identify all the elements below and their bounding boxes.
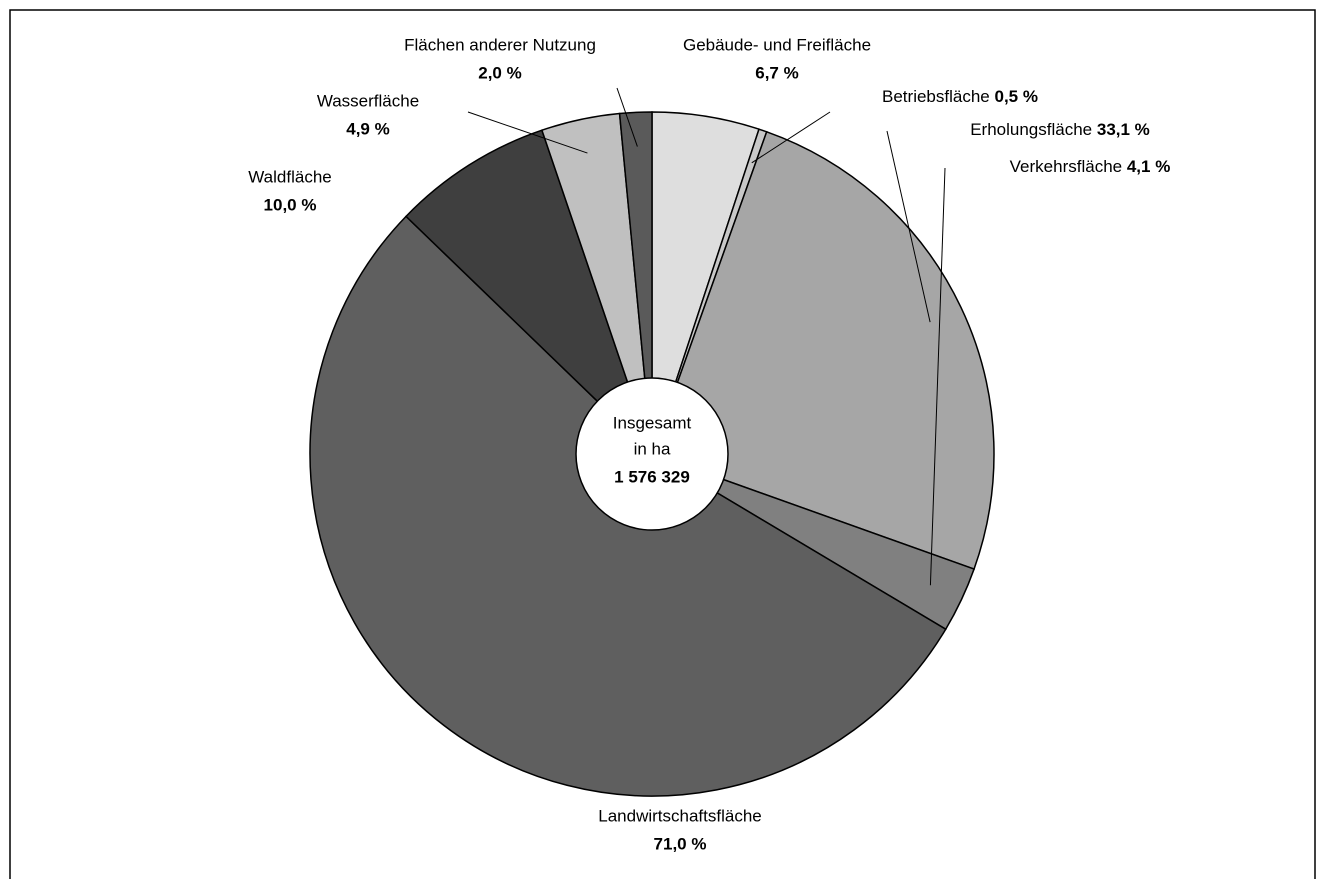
slice-label: Landwirtschaftsfläche [598, 806, 761, 825]
value-label: 33,1 % [1097, 120, 1150, 139]
leader-line [616, 87, 638, 147]
value-label: 0,5 % [994, 87, 1037, 106]
slice-label: Verkehrsfläche [1010, 157, 1122, 176]
center-text: Insgesamt [613, 413, 692, 432]
slice-label-group: Erholungsfläche 33,1 % [970, 120, 1150, 139]
slice-label-group: Betriebsfläche 0,5 % [882, 87, 1038, 106]
pie-slice [404, 129, 653, 455]
slice-label-group: Verkehrsfläche 4,1 % [1010, 157, 1171, 176]
value-label: 71,0 % [654, 834, 707, 853]
value-label: 10,0 % [264, 195, 317, 214]
slice-label: Betriebsfläche [882, 87, 990, 106]
slice-label: Erholungsfläche [970, 120, 1092, 139]
total-label: 1 576 329 [614, 467, 690, 486]
center-text: in ha [634, 439, 671, 458]
leader-line [886, 130, 931, 323]
pie-slice [651, 130, 995, 571]
slice-label: Flächen anderer Nutzung [404, 35, 596, 54]
leader-line [467, 111, 588, 154]
pie-slice [618, 111, 653, 455]
slice-label: Waldfläche [248, 167, 331, 186]
slice-label: Wasserfläche [317, 91, 419, 110]
leader-line [751, 111, 831, 164]
center-circle [575, 377, 729, 531]
value-label: 4,1 % [1127, 157, 1170, 176]
frame [9, 9, 1316, 879]
value-label: 2,0 % [478, 63, 521, 82]
leader-line [929, 167, 946, 586]
slice-label: Gebäude- und Freifläche [683, 35, 871, 54]
value-label: 6,7 % [755, 63, 798, 82]
value-label: 4,9 % [346, 119, 389, 138]
